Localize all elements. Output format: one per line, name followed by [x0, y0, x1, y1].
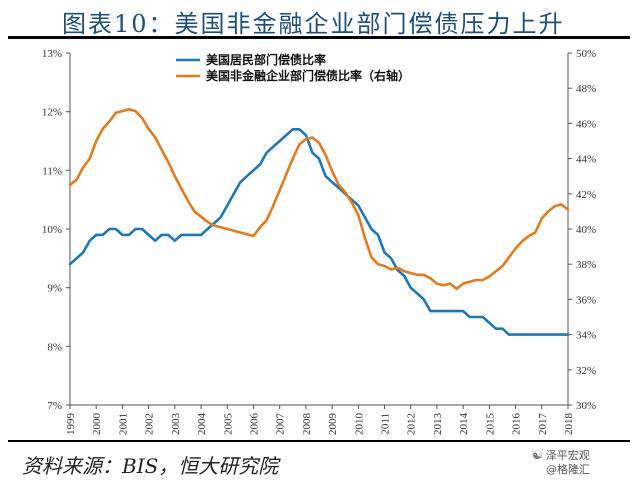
y-left-tick-label: 10%	[42, 224, 62, 236]
watermark-line1: 泽平宏观	[545, 449, 590, 462]
x-tick-label: 2005	[222, 413, 234, 436]
y-right-tick-label: 42%	[576, 189, 596, 201]
y-right-tick-label: 36%	[576, 294, 596, 306]
y-right-tick-label: 34%	[576, 330, 596, 342]
x-tick-label: 2008	[301, 413, 313, 436]
household-series-line	[68, 128, 570, 336]
x-tick-label: 2009	[327, 413, 339, 436]
title-divider	[8, 36, 630, 39]
y-left-tick-label: 8%	[47, 341, 62, 353]
y-right-tick-label: 38%	[576, 259, 596, 271]
y-left-tick-label: 13%	[42, 48, 62, 60]
x-tick-label: 2000	[91, 413, 103, 436]
y-right-tick-label: 44%	[576, 154, 596, 166]
x-tick-label: 2017	[537, 413, 549, 436]
x-tick-label: 2014	[458, 413, 470, 436]
x-tick-label: 2004	[196, 413, 208, 436]
y-left-tick-label: 12%	[42, 107, 62, 119]
y-left-tick-label: 7%	[47, 400, 62, 412]
x-tick-label: 1999	[65, 413, 77, 436]
x-tick-label: 2002	[144, 413, 156, 435]
x-tick-label: 2012	[406, 413, 418, 435]
watermark-line2: @格隆汇	[546, 463, 590, 476]
x-tick-label: 2011	[380, 413, 392, 435]
x-tick-label: 2007	[275, 413, 287, 436]
y-right-tick-label: 30%	[576, 400, 596, 412]
legend-label: 美国非金融企业部门偿债比率（右轴）	[206, 68, 410, 83]
y-left-tick-label: 9%	[47, 283, 62, 295]
footer-divider	[8, 440, 630, 442]
y-right-tick-label: 50%	[576, 48, 596, 60]
y-right-tick-label: 46%	[576, 118, 596, 130]
x-tick-label: 2013	[432, 413, 444, 436]
x-tick-label: 2001	[117, 413, 129, 435]
x-tick-label: 2010	[353, 413, 365, 436]
wechat-icon: ☯	[532, 448, 543, 462]
y-right-tick-label: 48%	[576, 83, 596, 95]
corporate-series-line	[68, 108, 570, 291]
x-tick-label: 2003	[170, 413, 182, 436]
source-note: 资料来源：BIS，恒大研究院	[22, 454, 279, 478]
x-tick-label: 2015	[484, 413, 496, 436]
y-left-tick-label: 11%	[42, 165, 62, 177]
chart-title: 图表10：美国非金融企业部门偿债压力上升	[62, 10, 565, 38]
x-tick-label: 2016	[511, 413, 523, 436]
y-right-tick-label: 40%	[576, 224, 596, 236]
legend-label: 美国居民部门偿债比率	[206, 52, 326, 67]
x-tick-label: 2018	[563, 413, 575, 436]
y-right-tick-label: 32%	[576, 365, 596, 377]
watermark: ☯ 泽平宏观 @格隆汇	[532, 448, 590, 477]
x-tick-label: 2006	[248, 413, 260, 436]
